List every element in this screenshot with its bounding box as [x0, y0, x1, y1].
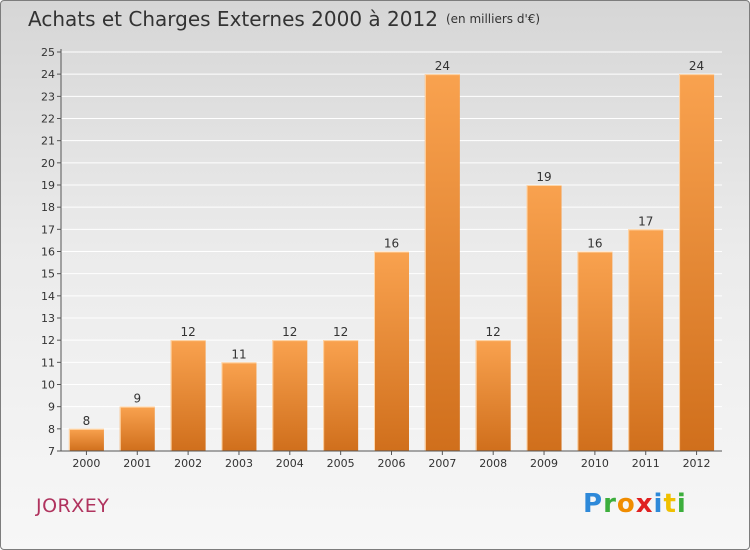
data-label: 16	[587, 237, 602, 251]
y-tick-label: 16	[41, 246, 55, 259]
data-label: 19	[536, 170, 551, 184]
x-tick-label: 2003	[225, 457, 253, 470]
proxiti-logo: Proxiti	[583, 489, 687, 519]
data-label: 12	[282, 325, 297, 339]
data-label: 17	[638, 214, 653, 228]
bar	[119, 406, 155, 451]
y-tick-label: 17	[41, 223, 55, 236]
x-tick-labels: 2000 2001 2002 2003 2004 2005 2006 2007 2008 2009…	[72, 451, 711, 470]
x-tick-label: 2007	[428, 457, 456, 470]
x-tick-label: 2011	[632, 457, 660, 470]
y-tick-label: 18	[41, 201, 55, 214]
bar	[679, 74, 715, 452]
bar	[424, 74, 460, 452]
logo-letter: x	[635, 489, 654, 519]
bar	[526, 185, 562, 451]
bar	[68, 428, 104, 451]
bar	[475, 340, 511, 451]
x-tick-label: 2010	[581, 457, 609, 470]
y-tick-label: 8	[48, 423, 55, 436]
bar	[628, 229, 664, 451]
logo-letter: i	[676, 489, 687, 519]
bars	[68, 74, 715, 452]
y-tick-label: 23	[41, 90, 55, 103]
x-tick-label: 2004	[276, 457, 304, 470]
data-label: 12	[333, 325, 348, 339]
y-tick-label: 22	[41, 113, 55, 126]
y-tick-label: 19	[41, 179, 55, 192]
logo-letter: t	[663, 489, 677, 519]
data-label: 24	[689, 59, 704, 73]
y-tick-label: 9	[48, 401, 55, 414]
x-tick-label: 2009	[530, 457, 558, 470]
axes	[60, 49, 722, 452]
logo-letter: r	[603, 489, 617, 519]
y-tick-labels: 7 8 9 10 11 12 13 14 15 16 17 18 19 20 21 22 23 24 25	[41, 46, 61, 458]
x-tick-label: 2006	[378, 457, 406, 470]
data-label: 8	[83, 414, 91, 428]
chart-unit: (en milliers d'€)	[445, 12, 541, 26]
y-tick-label: 25	[41, 46, 55, 59]
data-label: 9	[133, 392, 141, 406]
y-tick-label: 10	[41, 379, 55, 392]
x-tick-label: 2012	[683, 457, 711, 470]
y-tick-label: 11	[41, 356, 55, 369]
logo-letter: i	[653, 489, 664, 519]
y-tick-label: 7	[48, 445, 55, 458]
bar	[374, 251, 409, 451]
bar	[272, 340, 308, 451]
logo-letter: o	[616, 489, 636, 519]
chart-title-block: Achats et Charges Externes 2000 à 2012 (e…	[28, 7, 540, 31]
x-tick-label: 2005	[327, 457, 355, 470]
x-tick-label: 2000	[72, 457, 100, 470]
logo-letter: P	[583, 489, 604, 519]
y-tick-label: 20	[41, 157, 55, 170]
data-label: 12	[486, 325, 501, 339]
bar	[577, 251, 613, 451]
data-label: 24	[435, 59, 450, 73]
bar	[323, 340, 359, 451]
data-label: 11	[231, 347, 246, 361]
y-tick-label: 12	[41, 334, 55, 347]
y-tick-label: 13	[41, 312, 55, 325]
y-tick-label: 24	[41, 68, 55, 81]
commune-name: JORXEY	[36, 495, 110, 517]
y-tick-label: 15	[41, 268, 55, 281]
x-tick-label: 2002	[174, 457, 202, 470]
data-label: 16	[384, 237, 399, 251]
x-tick-label: 2008	[479, 457, 507, 470]
bar	[221, 362, 257, 451]
data-label: 12	[180, 325, 195, 339]
y-tick-label: 21	[41, 135, 55, 148]
chart-title: Achats et Charges Externes 2000 à 2012	[28, 7, 438, 31]
bar	[170, 340, 206, 451]
data-labels: 8 9 12 11 12 12 16 24 12 19 16 17 24	[83, 59, 705, 428]
y-tick-label: 14	[41, 290, 55, 303]
x-tick-label: 2001	[123, 457, 151, 470]
